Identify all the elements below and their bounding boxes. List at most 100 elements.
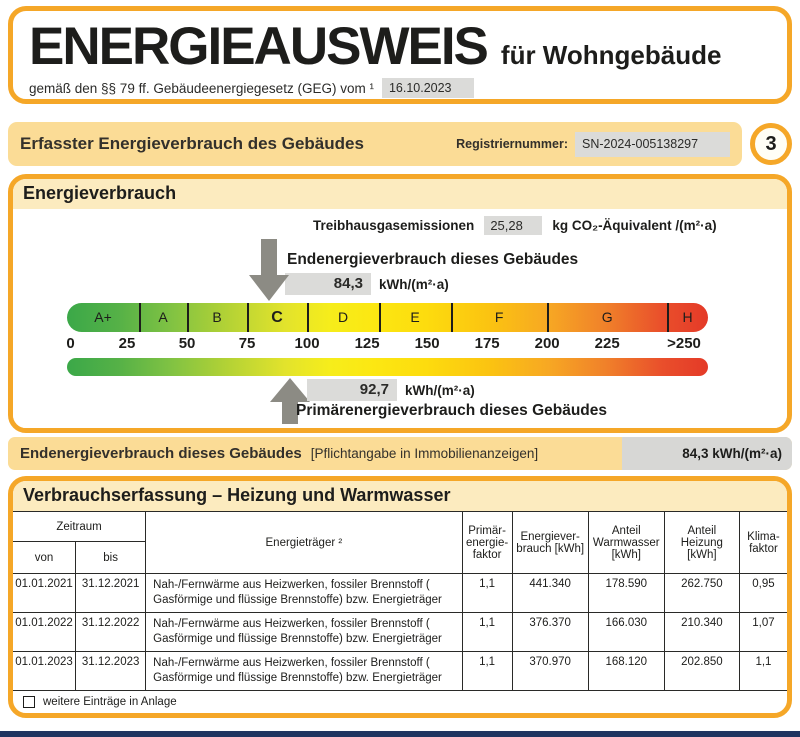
- verbrauch-table-body: 01.01.2021 31.12.2021 Nah-/Fernwärme aus H…: [13, 573, 787, 691]
- endenergie-unit: kWh/(m²·a): [379, 276, 449, 292]
- cell-klima: 0,95: [738, 573, 787, 613]
- header-anteil-warmwasser: Anteil Warmwasser [kWh]: [587, 511, 665, 574]
- endenergie-value-field[interactable]: 84,3: [285, 273, 371, 295]
- cell-von: 01.01.2023: [13, 651, 77, 691]
- cell-bis: 31.12.2022: [75, 612, 147, 652]
- scale-tick-175: 175: [474, 335, 500, 352]
- scale-divider: [247, 303, 250, 332]
- header-von: von: [13, 541, 77, 574]
- verbrauchserfassung-section: Verbrauchserfassung – Heizung und Warmwa…: [8, 476, 792, 718]
- scale-tick->250: >250: [667, 335, 701, 352]
- energy-scale-gradient-strip: [67, 358, 708, 376]
- registriernummer-label: Registriernummer:: [456, 137, 568, 151]
- scale-divider: [139, 303, 142, 332]
- scale-class-A: A: [158, 309, 168, 325]
- scale-tick-225: 225: [594, 335, 620, 352]
- scale-tick-25: 25: [118, 335, 136, 352]
- primaerenergie-arrow-up-icon: [269, 378, 310, 424]
- scale-class-C: C: [271, 309, 283, 326]
- geg-date-field[interactable]: 16.10.2023: [381, 78, 474, 98]
- scale-divider: [451, 303, 454, 332]
- scale-divider: [379, 303, 382, 332]
- weitere-eintraege-label: weitere Einträge in Anlage: [43, 695, 177, 708]
- table-row: 01.01.2022 31.12.2022 Nah-/Fernwärme aus H…: [13, 612, 787, 652]
- cell-verbrauch: 441.340: [511, 573, 589, 613]
- scale-tick-100: 100: [294, 335, 320, 352]
- endenergie-banner-value: 84,3 kWh/(m²·a): [622, 437, 792, 470]
- energy-scale-bar: A+ A B C D E F G H: [67, 303, 708, 332]
- endenergie-banner: Endenergieverbrauch dieses Gebäudes [Pfl…: [8, 437, 792, 470]
- scale-tick-75: 75: [238, 335, 256, 352]
- cell-pef: 1,1: [461, 651, 513, 691]
- scale-tick-50: 50: [178, 335, 196, 352]
- scale-divider: [547, 303, 550, 332]
- scale-class-F: F: [494, 309, 504, 325]
- endenergie-banner-title: Endenergieverbrauch dieses Gebäudes: [20, 445, 302, 462]
- header-bis: bis: [75, 541, 147, 574]
- scale-tick-0: 0: [66, 335, 75, 352]
- table-row: 01.01.2023 31.12.2023 Nah-/Fernwärme aus H…: [13, 651, 787, 691]
- endenergie-arrow-down-icon: [249, 239, 290, 301]
- treibhausgas-unit: kg CO₂-Äquivalent /(m²·a): [552, 218, 717, 233]
- scale-divider: [307, 303, 310, 332]
- page-title: ENERGIEAUSWEIS: [29, 17, 489, 76]
- scale-tick-125: 125: [354, 335, 380, 352]
- cell-pef: 1,1: [461, 573, 513, 613]
- title-box: ENERGIEAUSWEIS für Wohngebäude gemäß den…: [8, 6, 792, 104]
- cell-energietraeger: Nah-/Fernwärme aus Heizwerken, fossiler …: [145, 612, 463, 652]
- cell-warmwasser: 168.120: [587, 651, 665, 691]
- primaerenergie-value-field[interactable]: 92,7: [307, 379, 397, 401]
- energieverbrauch-body: Treibhausgasemissionen 25,28 kg CO₂-Äqui…: [13, 209, 787, 428]
- scale-tick-150: 150: [414, 335, 440, 352]
- header-klimafaktor: Klima-faktor: [738, 511, 787, 574]
- cell-pef: 1,1: [461, 612, 513, 652]
- cell-heizung: 210.340: [663, 612, 740, 652]
- cell-von: 01.01.2021: [13, 573, 77, 613]
- endenergie-label: Endenergieverbrauch dieses Gebäudes: [287, 251, 579, 268]
- cell-warmwasser: 166.030: [587, 612, 665, 652]
- cell-energietraeger: Nah-/Fernwärme aus Heizwerken, fossiler …: [145, 651, 463, 691]
- primaerenergie-label: Primärenergieverbrauch dieses Gebäudes: [296, 402, 608, 419]
- scale-class-A+: A+: [94, 309, 112, 325]
- energieverbrauch-section: Energieverbrauch Treibhausgasemissionen …: [8, 174, 792, 433]
- primaerenergie-unit: kWh/(m²·a): [405, 382, 475, 398]
- energieverbrauch-section-title: Energieverbrauch: [13, 179, 787, 209]
- table-footer-row: weitere Einträge in Anlage: [13, 691, 787, 712]
- scale-class-D: D: [338, 309, 349, 325]
- registriernummer-field[interactable]: SN-2024-005138297: [575, 131, 730, 157]
- cell-klima: 1,1: [738, 651, 787, 691]
- cell-bis: 31.12.2021: [75, 573, 147, 613]
- pflichtangabe-note: [Pflichtangabe in Immobilienanzeigen]: [310, 446, 539, 461]
- scale-class-B: B: [212, 309, 222, 325]
- page-number-badge: 3: [750, 123, 792, 165]
- energy-scale-ticks: 0 25 50 75 100 125 150 175 200 225 >250: [66, 331, 708, 356]
- cell-heizung: 262.750: [663, 573, 740, 613]
- cell-verbrauch: 376.370: [511, 612, 589, 652]
- law-reference-text: gemäß den §§ 79 ff. Gebäudeenergiegesetz…: [29, 80, 374, 96]
- cell-verbrauch: 370.970: [511, 651, 589, 691]
- scale-divider: [187, 303, 190, 332]
- treibhausgas-value-field[interactable]: 25,28: [484, 216, 543, 235]
- cell-heizung: 202.850: [663, 651, 740, 691]
- scale-class-H: H: [682, 309, 693, 325]
- treibhausgas-label: Treibhausgasemissionen: [313, 218, 475, 233]
- table-row: 01.01.2021 31.12.2021 Nah-/Fernwärme aus H…: [13, 573, 787, 613]
- page-title-suffix: für Wohngebäude: [500, 40, 722, 70]
- cell-von: 01.01.2022: [13, 612, 77, 652]
- cell-klima: 1,07: [738, 612, 787, 652]
- scale-class-E: E: [410, 309, 420, 325]
- header-primaerenergiefaktor: Primär-energie-faktor: [461, 511, 513, 574]
- header-zeitraum: Zeitraum: [13, 511, 147, 542]
- weitere-eintraege-checkbox[interactable]: [23, 695, 35, 708]
- cell-warmwasser: 178.590: [587, 573, 665, 613]
- verbrauch-table: Zeitraum Energieträger ² Primär-energie-…: [13, 511, 787, 691]
- energieausweis-page: ENERGIEAUSWEIS für Wohngebäude gemäß den…: [0, 6, 800, 737]
- scale-class-G: G: [601, 309, 613, 325]
- cell-energietraeger: Nah-/Fernwärme aus Heizwerken, fossiler …: [145, 573, 463, 613]
- cell-bis: 31.12.2023: [75, 651, 147, 691]
- footer-bar: [0, 731, 800, 737]
- scale-divider: [667, 303, 670, 332]
- header-anteil-heizung: Anteil Heizung [kWh]: [663, 511, 740, 574]
- banner-title: Erfasster Energieverbrauch des Gebäudes: [20, 134, 364, 153]
- header-energieverbrauch: Energiever-brauch [kWh]: [511, 511, 589, 574]
